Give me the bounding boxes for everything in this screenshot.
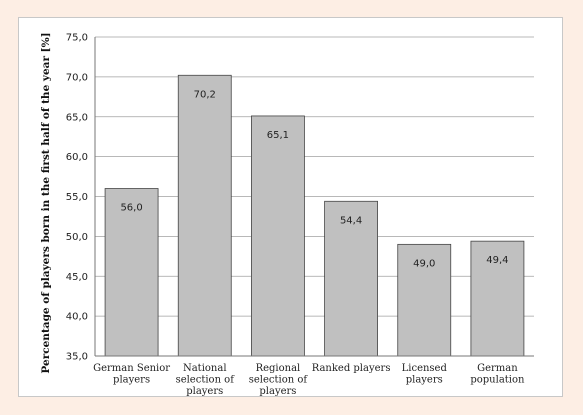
y-tick-label: 65,0 bbox=[66, 112, 88, 123]
category-label: Licensed players bbox=[402, 363, 448, 386]
y-tick-label: 40,0 bbox=[66, 312, 88, 323]
bar bbox=[104, 188, 159, 357]
axes bbox=[94, 37, 534, 357]
y-tick-label: 50,0 bbox=[66, 232, 88, 243]
y-tick-label: 35,0 bbox=[66, 352, 88, 363]
y-tick-labels: 35,0 40,0 45,0 50,0 55,0 60,0 65,0 70,0 75,0 bbox=[66, 33, 88, 363]
category-labels: German Senior players National selection of… bbox=[93, 363, 525, 397]
bar bbox=[324, 200, 378, 357]
y-tick-label: 45,0 bbox=[66, 272, 88, 283]
value-label: 56,0 bbox=[120, 203, 142, 214]
bar bbox=[177, 74, 232, 357]
value-label: 49,4 bbox=[486, 255, 508, 266]
category-label: Regional selection of players bbox=[249, 363, 309, 397]
y-tick-label: 70,0 bbox=[66, 72, 88, 83]
y-axis-title: Percentage of players born in the first … bbox=[40, 32, 52, 373]
bar-chart: 35,0 40,0 45,0 50,0 55,0 60,0 65,0 70,0 75,0 56,… bbox=[40, 32, 534, 397]
chart-panel: 35,0 40,0 45,0 50,0 55,0 60,0 65,0 70,0 75,0 56,… bbox=[18, 17, 563, 397]
bars bbox=[104, 74, 525, 357]
y-tick-label: 60,0 bbox=[66, 152, 88, 163]
grid-lines bbox=[95, 36, 534, 357]
value-label: 54,4 bbox=[340, 215, 362, 226]
value-label: 49,0 bbox=[413, 258, 435, 269]
category-label: Ranked players bbox=[312, 363, 391, 374]
value-label: 65,1 bbox=[267, 130, 289, 141]
bar bbox=[251, 115, 305, 357]
y-tick-label: 55,0 bbox=[66, 192, 88, 203]
category-label: National selection of players bbox=[176, 363, 236, 397]
value-label: 70,2 bbox=[194, 89, 216, 100]
category-label: German Senior players bbox=[93, 363, 170, 386]
category-label: German population bbox=[470, 363, 525, 386]
y-tick-label: 75,0 bbox=[66, 33, 88, 44]
value-labels: 56,0 70,2 65,1 54,4 49,0 49,4 bbox=[120, 89, 508, 269]
